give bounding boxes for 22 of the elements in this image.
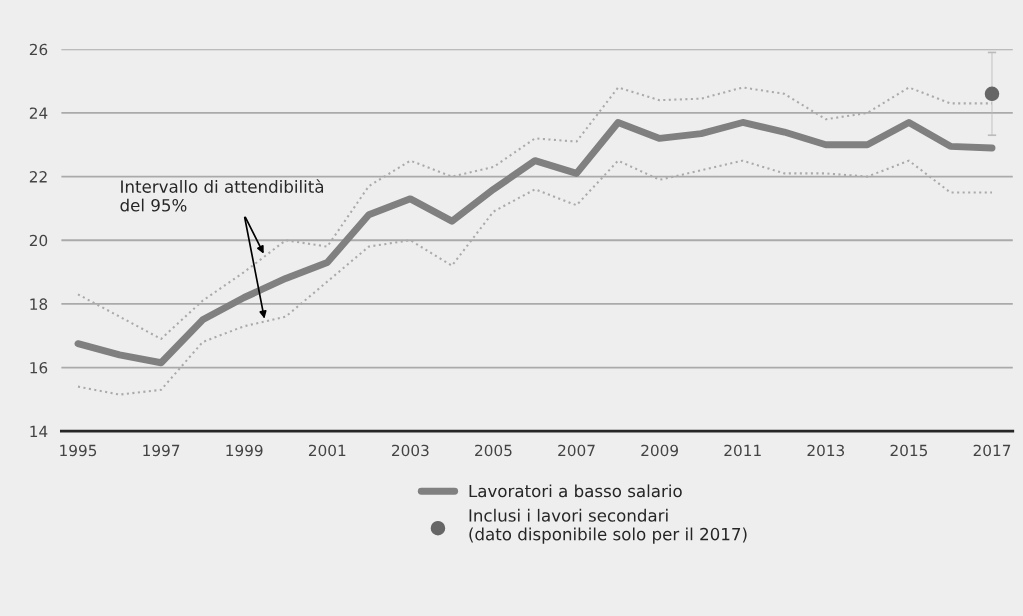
x-tick-label: 1997 [143,444,180,457]
x-tick-label: 2003 [392,444,429,457]
y-tick-label: 26 [29,43,48,56]
annotation: Intervallo di attendibilità del 95% [120,179,324,212]
x-tick-label: 2015 [890,444,928,457]
y-tick-label: 18 [30,298,48,310]
x-tick-label: 2011 [724,444,761,457]
x-tick-label: 2017 [973,444,1011,457]
x-tick-label: 1995 [60,444,97,457]
y-tick-label: 16 [30,362,48,374]
x-tick-label: 2001 [308,444,346,457]
y-tick-label: 14 [30,425,48,437]
legend-label: Inclusi i lavori secondari (dato disponibile solo per il 2017) [469,508,747,544]
x-tick-label: 2013 [807,444,845,457]
x-tick-label: 2007 [558,444,595,457]
x-tick-label: 2005 [475,444,512,457]
y-tick-label: 20 [29,234,48,247]
y-tick-label: 22 [29,171,47,183]
legend-label: Lavoratori a basso salario [469,484,682,498]
x-tick-label: 1999 [226,444,263,457]
x-tick-label: 2009 [641,444,678,457]
y-tick-label: 24 [29,107,48,119]
